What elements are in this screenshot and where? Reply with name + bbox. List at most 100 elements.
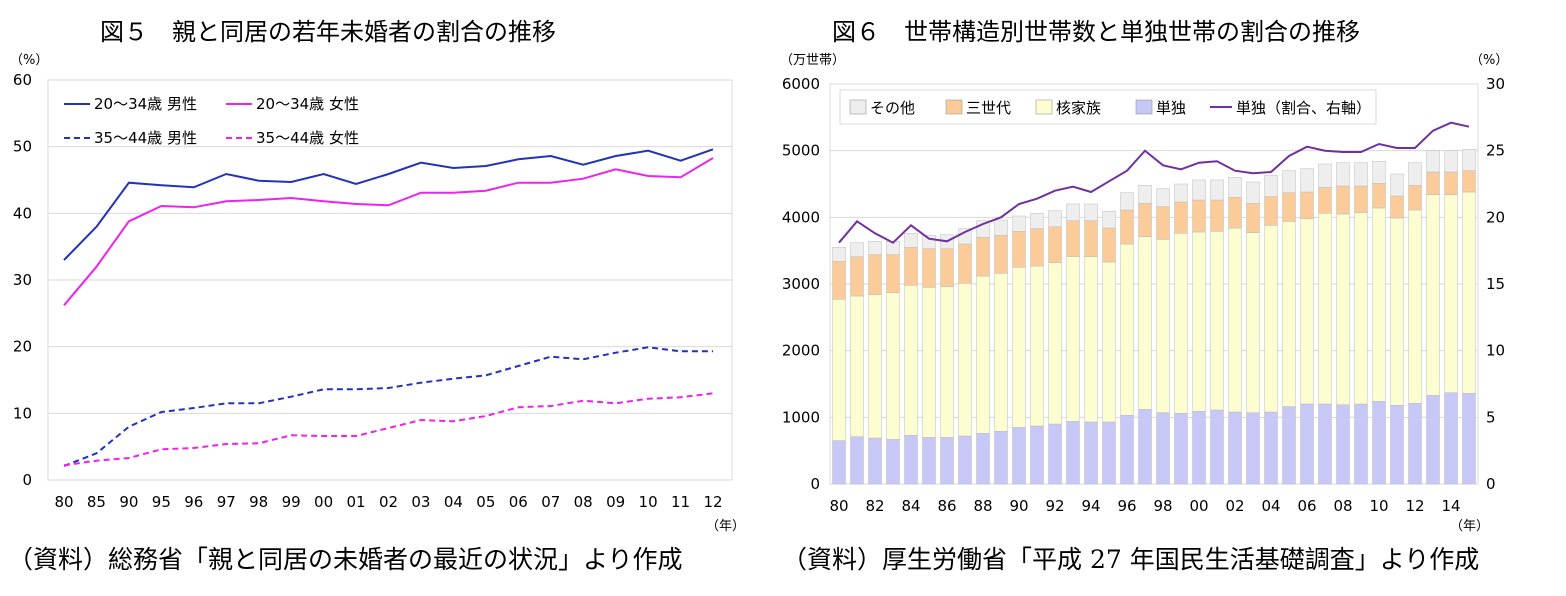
x-tick-label: 03	[411, 493, 430, 511]
bar-segment	[850, 256, 864, 297]
x-tick-label: 97	[217, 493, 236, 511]
y-tick-label: 3000	[782, 275, 820, 293]
bar-segment	[994, 431, 1008, 485]
bar-segment	[922, 287, 936, 438]
x-tick-label: 11	[671, 493, 690, 511]
legend-swatch	[849, 99, 867, 115]
bar-segment	[1462, 393, 1476, 485]
bar-segment	[1372, 161, 1386, 184]
bar-segment	[940, 437, 954, 485]
bar-segment	[1228, 411, 1242, 485]
bar-segment	[1264, 411, 1278, 485]
bar-segment	[1138, 185, 1152, 204]
x-tick-label: 06	[509, 493, 528, 511]
figure5-title: 図５ 親と同居の若年未婚者の割合の推移	[100, 18, 556, 46]
bar-segment	[994, 273, 1008, 432]
bar-segment	[1372, 207, 1386, 402]
bar-segment	[1102, 211, 1116, 229]
bar-segment	[1264, 225, 1278, 413]
y-tick-label: 20	[13, 338, 32, 356]
bar-segment	[1174, 233, 1188, 414]
bar-segment	[1246, 232, 1260, 413]
bar-segment	[886, 241, 900, 255]
bar-segment	[1066, 256, 1080, 422]
bar-segment	[1408, 162, 1422, 186]
bar-segment	[868, 294, 882, 439]
bar-segment	[868, 254, 882, 295]
bar-segment	[850, 295, 864, 437]
bar-segment	[1030, 425, 1044, 485]
bar-segment	[1444, 171, 1458, 195]
bar-segment	[1030, 265, 1044, 427]
legend-swatch	[1135, 99, 1153, 115]
x-tick-label: 12	[1405, 497, 1424, 515]
bar-segment	[850, 436, 864, 485]
bar-segment	[904, 233, 918, 248]
bar-segment	[1048, 423, 1062, 485]
bar-segment	[1084, 256, 1098, 423]
x-tick-label: 80	[54, 493, 73, 511]
bar-segment	[1120, 243, 1134, 416]
bar-segment	[1300, 403, 1314, 485]
bar-segment	[1120, 209, 1134, 245]
bar-segment	[940, 286, 954, 438]
bar-segment	[958, 243, 972, 284]
bar-segment	[886, 292, 900, 440]
legend-label: 単独	[1156, 99, 1186, 117]
bar-segment	[1282, 406, 1296, 485]
bar-segment	[1228, 227, 1242, 413]
figure5-panel: 図５ 親と同居の若年未婚者の割合の推移 0 10 20 30 40 50 60 （%） 80 85…	[0, 0, 760, 596]
bar-segment	[1084, 220, 1098, 257]
x-tick-label: 92	[1045, 497, 1064, 515]
x-tick-label: 09	[606, 493, 625, 511]
x-tick-label: 10	[1369, 497, 1388, 515]
x-tick-label: 82	[865, 497, 884, 515]
x-tick-label: 88	[973, 497, 992, 515]
bar-segment	[1372, 183, 1386, 209]
bar-segment	[1156, 412, 1170, 485]
x-tick-label: 99	[282, 493, 301, 511]
y2-axis-unit: （%）	[1470, 53, 1508, 68]
figure5-source: （資料）総務省「親と同居の未婚者の最近の状況」より作成	[8, 545, 683, 574]
bar-segment	[1120, 192, 1134, 211]
legend-label: 三世代	[966, 99, 1011, 117]
x-tick-label: 98	[1153, 497, 1172, 515]
x-tick-label: 84	[901, 497, 920, 515]
bar-segment	[1030, 213, 1044, 229]
bar-segment	[1192, 199, 1206, 233]
bar-segment	[976, 275, 990, 434]
bar-segment	[832, 247, 846, 262]
bar-segment	[1012, 215, 1026, 232]
y2-tick-label: 15	[1486, 275, 1505, 293]
bar-segment	[868, 437, 882, 485]
x-tick-label: 96	[1117, 497, 1136, 515]
x-tick-label: 02	[379, 493, 398, 511]
bar-segment	[994, 235, 1008, 274]
y-tick-label: 50	[13, 138, 32, 156]
x-tick-label: 00	[1189, 497, 1208, 515]
bar-segment	[1048, 262, 1062, 425]
bar-segment	[1426, 171, 1440, 195]
bar-segment	[1228, 177, 1242, 198]
bar-segment	[1426, 150, 1440, 173]
bar-segment	[1444, 194, 1458, 393]
bar-segment	[1390, 173, 1404, 197]
bar-segment	[904, 285, 918, 436]
bar-segment	[1012, 231, 1026, 268]
x-tick-label: 00	[314, 493, 333, 511]
bar-segment	[1318, 403, 1332, 485]
bar-segment	[1012, 267, 1026, 428]
x-tick-label: 95	[152, 493, 171, 511]
bar-segment	[1462, 149, 1476, 171]
y-tick-label: 60	[13, 71, 32, 89]
y-axis-unit: （%）	[10, 53, 48, 68]
bar-segment	[1390, 195, 1404, 219]
x-tick-label: 90	[1009, 497, 1028, 515]
bar-segment	[1084, 203, 1098, 221]
legend-swatch	[1035, 99, 1053, 115]
y2-tick-label: 20	[1486, 208, 1505, 226]
bar-segment	[1012, 427, 1026, 485]
bar-segment	[1264, 196, 1278, 226]
bar-segment	[1282, 170, 1296, 193]
bar-segment	[1102, 421, 1116, 485]
